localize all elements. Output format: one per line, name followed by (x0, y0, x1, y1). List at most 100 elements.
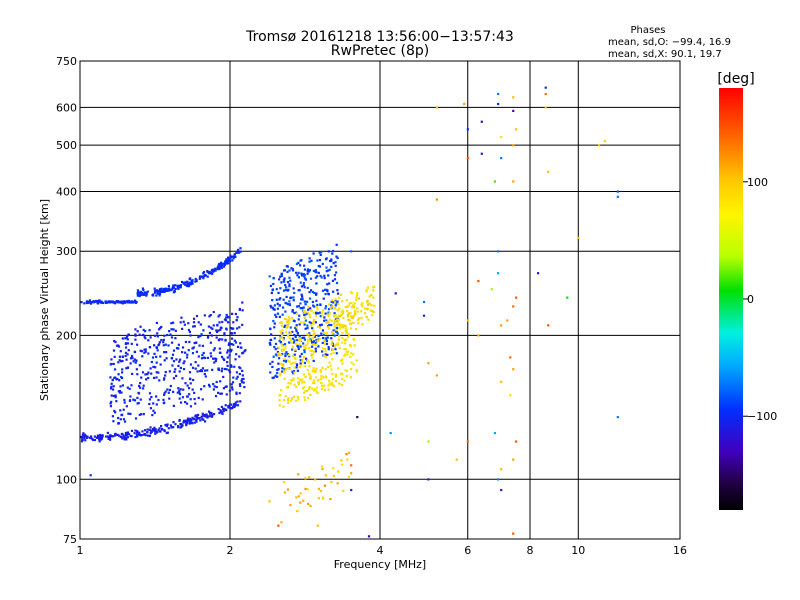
data-point (225, 313, 228, 317)
data-point (355, 359, 358, 362)
data-point (300, 298, 303, 301)
data-point (295, 326, 298, 329)
data-point (317, 497, 320, 500)
data-point (301, 360, 304, 363)
data-point (311, 381, 314, 385)
data-point (141, 355, 144, 358)
data-point (345, 453, 348, 456)
data-point (296, 510, 299, 513)
data-point (153, 344, 156, 347)
data-point (292, 377, 295, 380)
data-point (136, 294, 140, 297)
data-point (324, 312, 327, 315)
data-point (298, 343, 301, 346)
data-point (327, 384, 330, 387)
data-point (373, 304, 376, 307)
data-point (238, 326, 241, 329)
data-point (297, 473, 300, 476)
data-point (319, 303, 322, 307)
data-point (311, 353, 314, 356)
data-point (278, 336, 281, 340)
data-point (314, 388, 317, 391)
data-point (181, 346, 185, 349)
data-point (100, 300, 103, 303)
data-point (139, 382, 142, 385)
data-point (198, 277, 201, 280)
data-point (336, 482, 339, 485)
data-point (126, 353, 129, 356)
data-point (187, 283, 191, 286)
data-point (331, 348, 334, 351)
data-point (134, 301, 138, 304)
data-point (143, 348, 146, 351)
data-point (303, 286, 306, 289)
data-point (308, 332, 311, 335)
data-point (282, 405, 285, 408)
data-point (231, 255, 235, 258)
data-point (189, 283, 193, 286)
data-point (281, 306, 285, 309)
data-point (299, 307, 302, 310)
y-tick-label: 750 (56, 55, 77, 68)
data-point (370, 304, 373, 307)
data-point (357, 317, 361, 320)
data-point (117, 422, 120, 425)
data-point (175, 374, 178, 378)
data-point (179, 285, 182, 288)
data-point (274, 313, 277, 317)
data-point (314, 321, 317, 324)
data-point (212, 357, 215, 360)
data-point (547, 324, 550, 327)
data-point (206, 356, 210, 359)
data-point (201, 412, 204, 415)
data-point (291, 348, 294, 351)
data-point (157, 371, 160, 374)
data-point (215, 336, 218, 339)
data-point (170, 357, 173, 360)
data-point (234, 358, 237, 361)
data-point (311, 300, 315, 304)
data-point (229, 350, 232, 353)
data-point (215, 330, 219, 333)
data-point (327, 388, 330, 391)
data-point (345, 369, 349, 373)
data-point (156, 430, 159, 433)
data-point (197, 336, 200, 339)
data-point (314, 376, 318, 379)
data-point (335, 255, 338, 258)
data-point (139, 349, 142, 352)
data-point (282, 337, 285, 340)
data-point (297, 289, 300, 292)
data-point (223, 263, 227, 266)
data-point (139, 293, 142, 296)
data-point (284, 368, 287, 371)
data-point (141, 287, 145, 290)
data-point (101, 301, 105, 305)
data-point (347, 333, 351, 336)
data-point (225, 258, 228, 261)
data-point (332, 329, 335, 332)
data-point (98, 299, 101, 302)
data-point (293, 383, 296, 386)
data-point (316, 308, 319, 311)
data-point (127, 300, 130, 303)
data-point (204, 274, 208, 277)
data-point (303, 386, 306, 389)
data-point (192, 317, 196, 320)
data-point (500, 157, 503, 160)
data-point (177, 287, 180, 291)
data-point (177, 347, 180, 350)
data-point (225, 393, 228, 396)
data-point (158, 341, 161, 344)
data-point (174, 423, 177, 426)
data-point (140, 413, 143, 416)
data-point (335, 302, 338, 305)
data-point (360, 310, 363, 313)
data-point (288, 341, 291, 344)
data-point (294, 348, 297, 351)
data-point (124, 436, 127, 439)
data-point (221, 264, 224, 267)
data-point (276, 371, 279, 375)
data-point (310, 321, 313, 325)
data-point (182, 362, 185, 365)
